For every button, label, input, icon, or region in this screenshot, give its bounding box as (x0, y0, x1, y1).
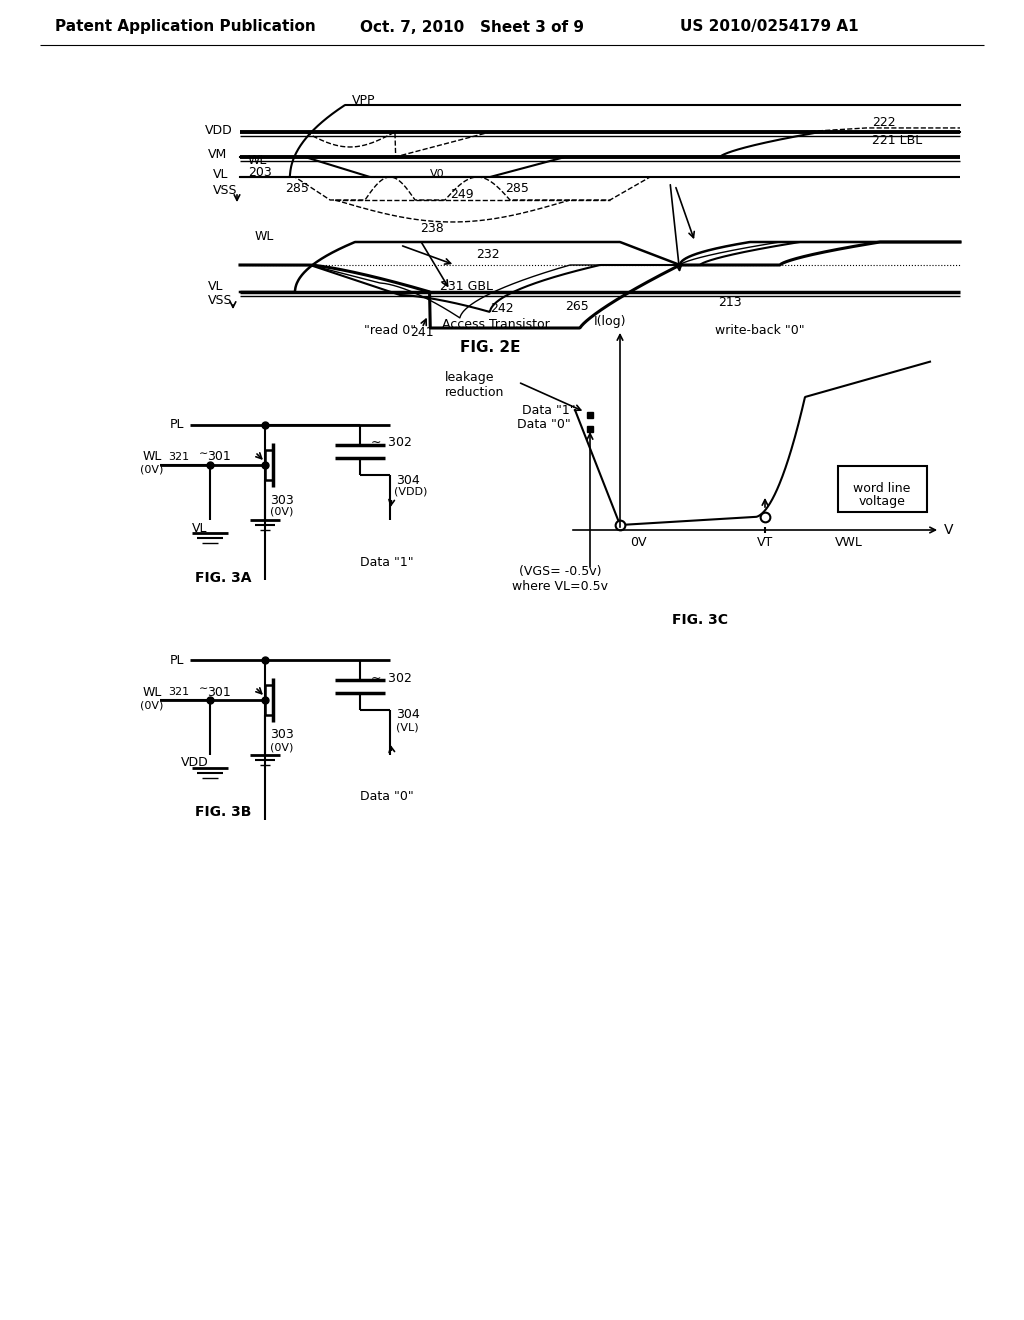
Text: 238: 238 (420, 222, 443, 235)
Text: 222: 222 (872, 116, 896, 129)
Text: 221 LBL: 221 LBL (872, 133, 923, 147)
Text: FIG. 2E: FIG. 2E (460, 341, 520, 355)
Text: VM: VM (208, 149, 227, 161)
Text: voltage: voltage (858, 495, 905, 508)
Text: leakage: leakage (445, 371, 495, 384)
Text: V0: V0 (430, 169, 444, 180)
Text: 301: 301 (207, 450, 230, 463)
Text: $\sim$: $\sim$ (196, 447, 208, 458)
Text: 285: 285 (505, 182, 528, 195)
Text: (VL): (VL) (396, 722, 419, 733)
Text: "read 0": "read 0" (364, 323, 416, 337)
Text: 231 GBL: 231 GBL (440, 281, 493, 293)
Text: 203: 203 (248, 165, 271, 178)
Text: 321: 321 (168, 451, 189, 462)
Text: PL: PL (170, 418, 184, 432)
Text: 232: 232 (476, 248, 500, 260)
Text: 0V: 0V (630, 536, 646, 549)
Text: $\sim$ 302: $\sim$ 302 (368, 437, 412, 450)
Text: US 2010/0254179 A1: US 2010/0254179 A1 (680, 20, 859, 34)
Text: (VDD): (VDD) (394, 487, 427, 498)
Text: VT: VT (757, 536, 773, 549)
Text: 249: 249 (450, 189, 474, 202)
Text: word line: word line (853, 483, 910, 495)
Text: where VL=0.5v: where VL=0.5v (512, 579, 608, 593)
Text: (0V): (0V) (270, 742, 293, 752)
Text: VSS: VSS (208, 293, 232, 306)
Text: 321: 321 (168, 686, 189, 697)
Text: VL: VL (208, 281, 223, 293)
Text: 301: 301 (207, 685, 230, 698)
Text: Data "0": Data "0" (360, 791, 414, 804)
Text: 265: 265 (565, 300, 589, 313)
Text: WL: WL (255, 231, 274, 243)
Text: V: V (944, 523, 953, 537)
Text: 241: 241 (410, 326, 433, 338)
Text: FIG. 3A: FIG. 3A (195, 572, 252, 585)
FancyBboxPatch shape (838, 466, 927, 512)
Text: WL: WL (143, 685, 163, 698)
Text: reduction: reduction (445, 385, 505, 399)
Text: write-back "0": write-back "0" (715, 323, 805, 337)
Text: WL: WL (248, 153, 267, 166)
Text: I(log): I(log) (594, 315, 627, 329)
Text: 213: 213 (718, 296, 741, 309)
Text: VWL: VWL (835, 536, 863, 549)
Text: 303: 303 (270, 494, 294, 507)
Text: VSS: VSS (213, 183, 238, 197)
Text: VPP: VPP (352, 94, 376, 107)
Text: 304: 304 (396, 474, 420, 487)
Text: Patent Application Publication: Patent Application Publication (55, 20, 315, 34)
Text: 285: 285 (285, 182, 309, 195)
Text: Data "1": Data "1" (522, 404, 575, 417)
Text: (VGS= -0.5v): (VGS= -0.5v) (519, 565, 601, 578)
Text: Oct. 7, 2010   Sheet 3 of 9: Oct. 7, 2010 Sheet 3 of 9 (360, 20, 584, 34)
Text: (0V): (0V) (270, 507, 293, 517)
Text: FIG. 3C: FIG. 3C (672, 612, 728, 627)
Text: 304: 304 (396, 709, 420, 722)
Text: $\sim$ 302: $\sim$ 302 (368, 672, 412, 685)
Text: (0V): (0V) (140, 465, 164, 475)
Text: 242: 242 (490, 301, 514, 314)
Text: FIG. 3B: FIG. 3B (195, 805, 251, 818)
Text: WL: WL (143, 450, 163, 463)
Text: (0V): (0V) (140, 700, 164, 710)
Text: $\sim$: $\sim$ (196, 682, 208, 693)
Text: Data "1": Data "1" (360, 556, 414, 569)
Text: VL: VL (213, 169, 228, 181)
Text: VDD: VDD (181, 755, 209, 768)
Text: PL: PL (170, 653, 184, 667)
Text: VDD: VDD (205, 124, 232, 136)
Text: Data "0": Data "0" (517, 418, 570, 432)
Text: VL: VL (193, 521, 208, 535)
Text: Access Transistor: Access Transistor (442, 318, 550, 331)
Text: 303: 303 (270, 729, 294, 742)
